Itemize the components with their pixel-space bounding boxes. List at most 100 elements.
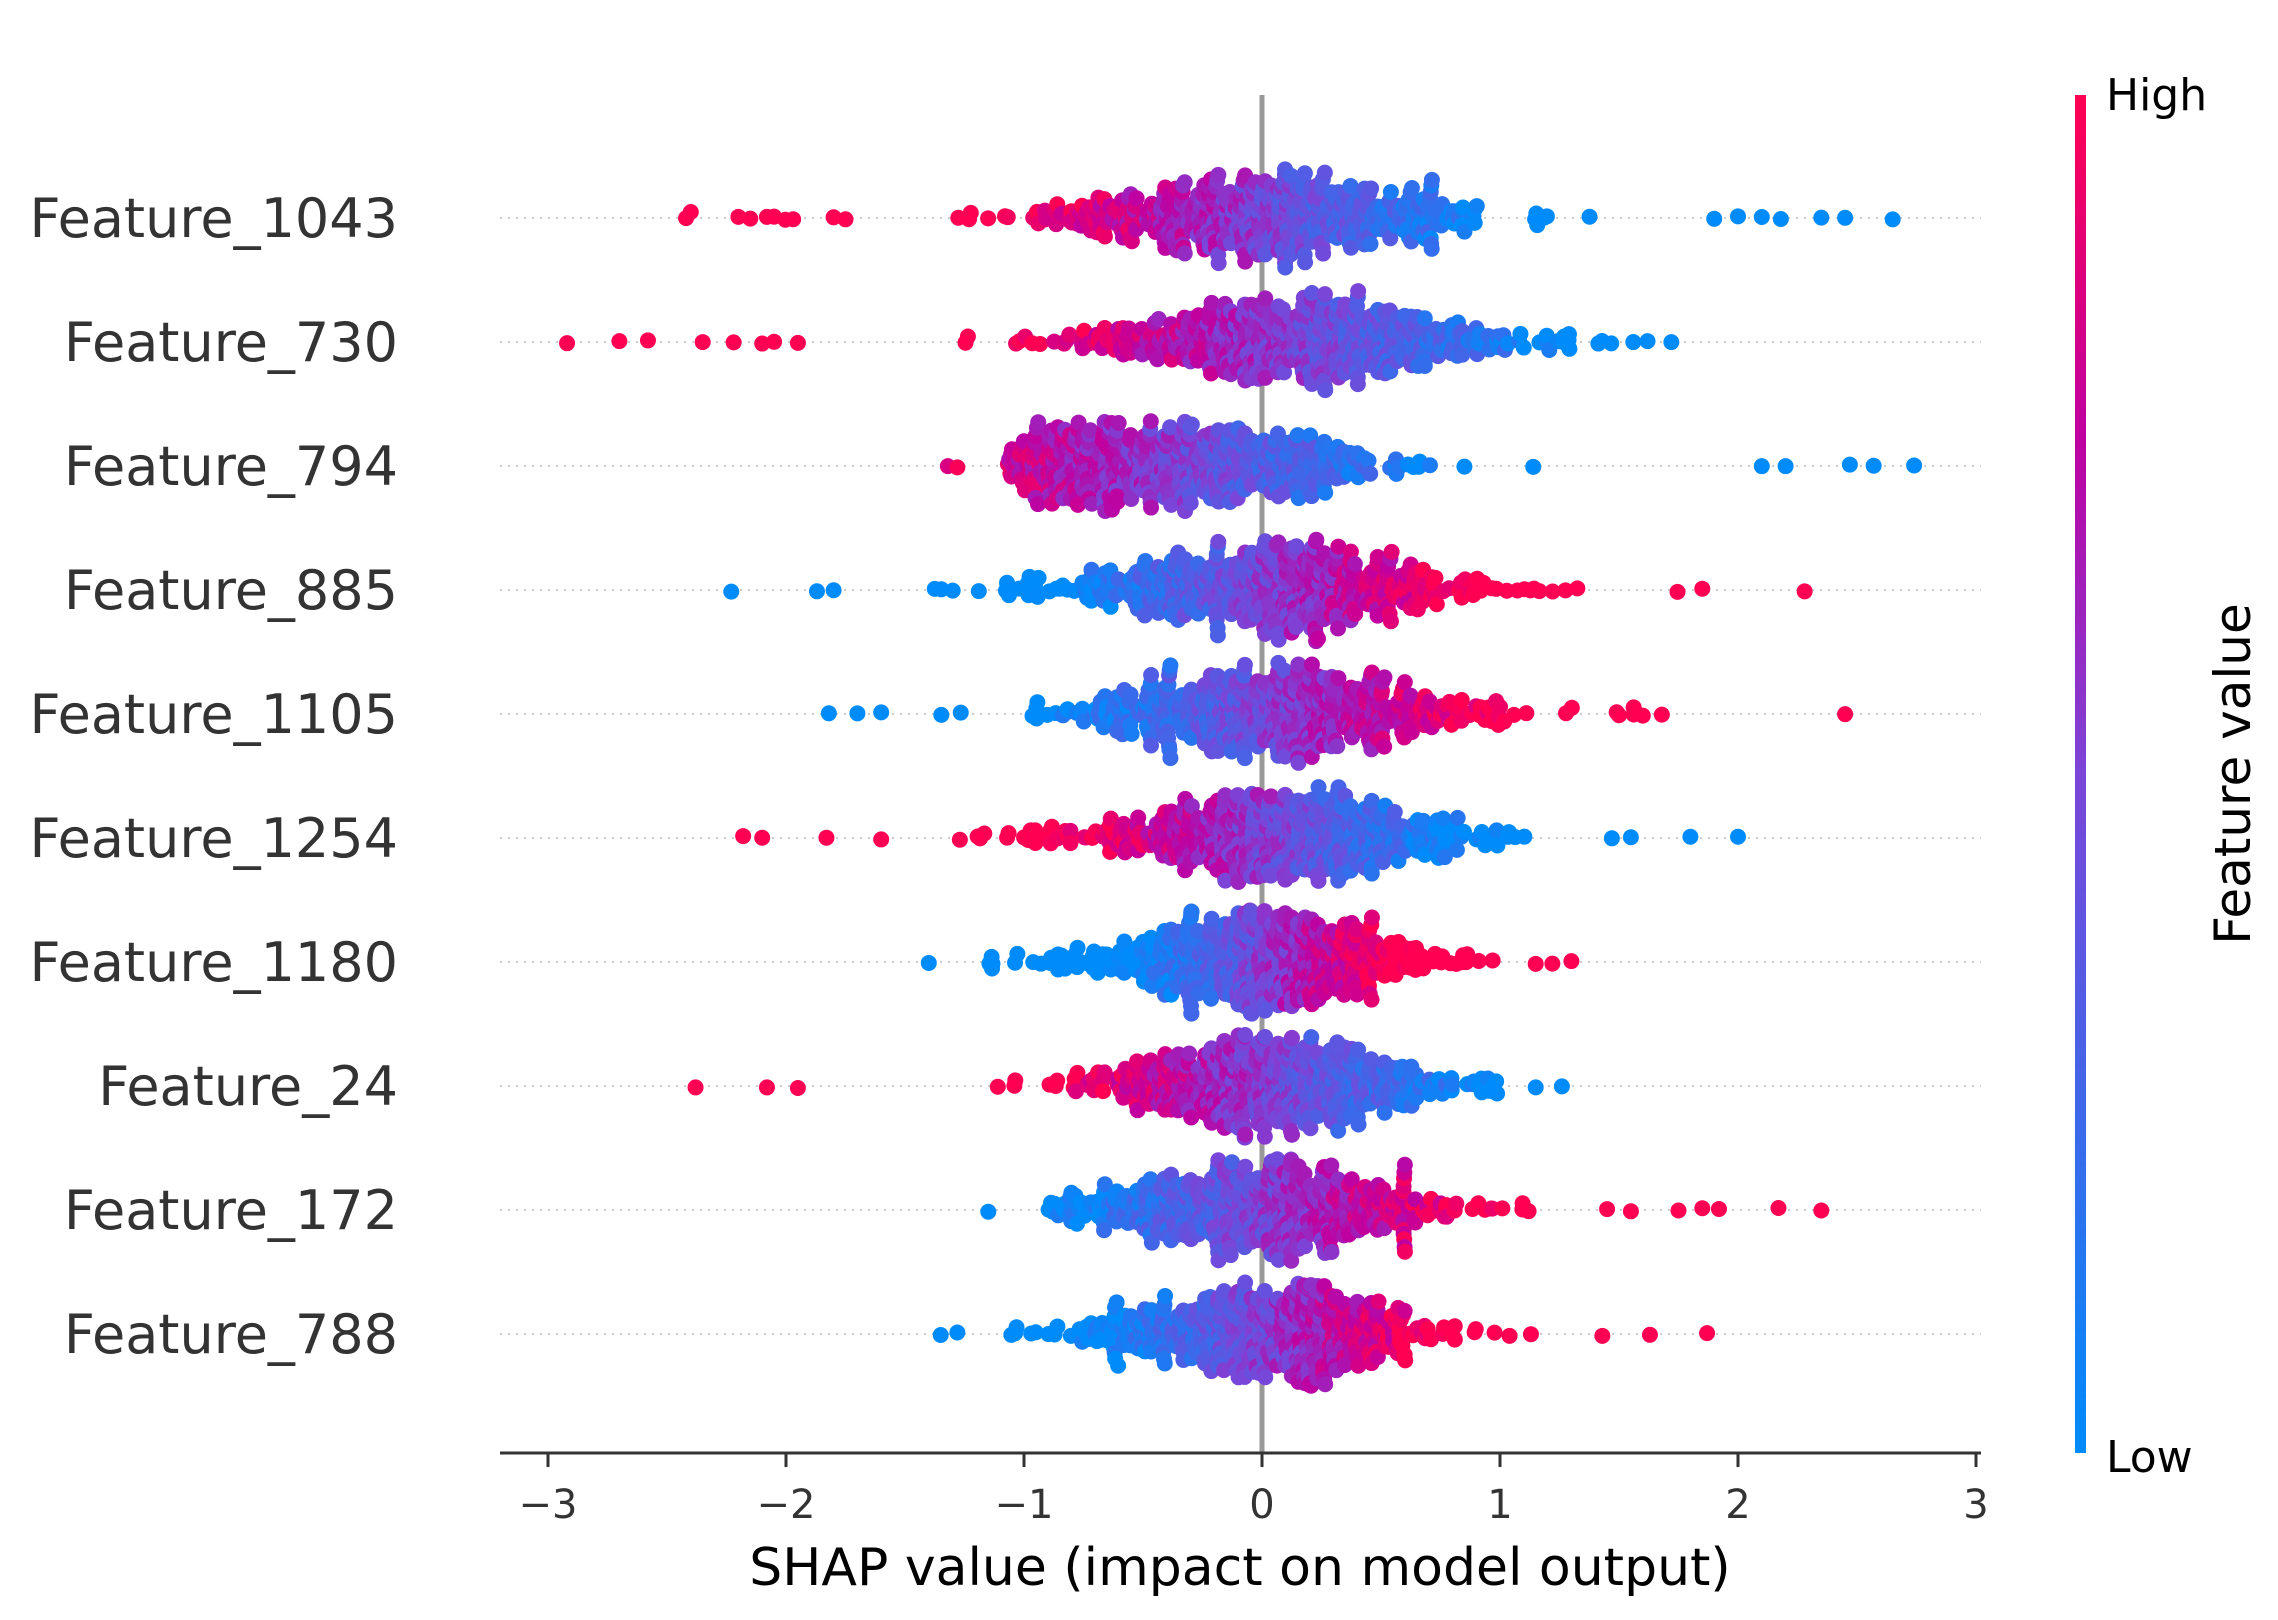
shap-point	[1316, 164, 1333, 181]
shap-point	[1183, 729, 1200, 746]
shap-point	[1516, 828, 1533, 845]
shap-point	[1270, 631, 1287, 648]
shap-point	[1622, 1203, 1639, 1220]
shap-point	[1362, 235, 1379, 252]
shap-point	[1082, 422, 1099, 439]
shap-point	[1348, 921, 1365, 938]
shap-point	[1237, 1026, 1254, 1043]
shap-point	[758, 1079, 775, 1096]
shap-point	[1423, 171, 1440, 188]
shap-point	[1396, 1156, 1413, 1173]
shap-point	[1009, 945, 1026, 962]
shap-point	[1527, 1079, 1544, 1096]
shap-point	[1157, 1287, 1174, 1304]
shap-point	[1435, 810, 1452, 827]
shap-point	[1070, 414, 1087, 431]
shap-point	[723, 583, 740, 600]
shap-point	[1276, 364, 1293, 381]
shap-point	[1302, 1120, 1319, 1137]
shap-point	[1360, 452, 1377, 469]
shap-point	[1315, 245, 1332, 262]
shap-point	[1837, 209, 1854, 226]
shap-point	[1730, 208, 1746, 225]
shap-point	[1349, 986, 1366, 1003]
shap-point	[1350, 1041, 1367, 1058]
shap-point	[1183, 416, 1200, 433]
shap-point	[1468, 198, 1485, 215]
shap-point	[1061, 326, 1078, 343]
shap-point	[1494, 1200, 1511, 1217]
shap-point	[559, 335, 576, 352]
shap-point	[1436, 849, 1453, 866]
shap-point	[1288, 538, 1305, 555]
shap-point	[949, 1324, 966, 1341]
shap-point	[1008, 1319, 1025, 1336]
shap-point	[1396, 674, 1413, 691]
shap-point	[1403, 180, 1420, 197]
shap-point	[1730, 828, 1746, 845]
shap-point	[808, 583, 825, 600]
shap-point	[980, 210, 997, 227]
shap-point	[1203, 910, 1220, 927]
shap-point	[1224, 1154, 1241, 1171]
shap-point	[1202, 990, 1219, 1007]
shap-point	[1130, 809, 1147, 826]
shap-point	[1382, 230, 1399, 247]
shap-point	[1262, 867, 1279, 884]
shap-point	[1538, 208, 1555, 225]
shap-point	[1560, 326, 1577, 343]
shap-point	[1470, 953, 1487, 970]
shap-point	[1813, 1202, 1830, 1219]
shap-point	[1453, 692, 1470, 709]
shap-point	[1363, 865, 1380, 882]
shap-point	[1183, 1005, 1200, 1022]
shap-point	[789, 334, 806, 351]
shap-point	[694, 334, 711, 351]
shap-point	[1813, 209, 1830, 226]
shap-point	[1122, 686, 1139, 703]
shap-point	[1137, 552, 1154, 569]
shap-point	[1316, 545, 1333, 562]
shap-point	[1777, 458, 1794, 475]
shap-point	[1330, 538, 1347, 555]
shap-point	[1317, 484, 1334, 501]
shap-point	[1611, 707, 1627, 724]
shap-point	[1283, 1126, 1300, 1143]
shap-point	[1316, 286, 1333, 303]
shap-point	[785, 211, 802, 228]
shap-point	[1456, 458, 1473, 475]
shap-point	[1884, 211, 1901, 228]
shap-point	[1237, 1158, 1254, 1175]
shap-point	[1581, 208, 1598, 225]
feature-row-points	[939, 413, 1923, 520]
shap-point	[1473, 823, 1490, 840]
shap-point	[1308, 531, 1325, 548]
shap-point	[1210, 255, 1227, 272]
shap-point	[1263, 788, 1280, 805]
shap-point	[1376, 738, 1393, 755]
shap-point	[1277, 748, 1294, 765]
shap-point	[1296, 1165, 1313, 1182]
shap-point	[1116, 933, 1133, 950]
shap-point	[1369, 549, 1386, 566]
shap-point	[1162, 419, 1179, 436]
shap-point	[1217, 787, 1234, 804]
scatter-points	[559, 161, 1923, 1394]
shap-point	[1143, 499, 1160, 516]
shap-point	[1415, 812, 1432, 829]
shap-point	[1383, 543, 1400, 560]
shap-point	[1209, 742, 1226, 759]
shap-point	[1527, 955, 1544, 972]
shap-point	[754, 829, 771, 846]
shap-point	[1149, 351, 1166, 368]
shap-point	[1257, 1029, 1274, 1046]
shap-point	[1029, 496, 1046, 513]
feature-row-points	[820, 654, 1854, 771]
shap-point	[1329, 738, 1346, 755]
shap-point	[1350, 1116, 1367, 1133]
shap-point	[1110, 415, 1127, 432]
shap-point	[1297, 1238, 1314, 1255]
shap-point	[1049, 1072, 1066, 1089]
shap-point	[1488, 1073, 1505, 1090]
shap-point	[1865, 457, 1882, 474]
